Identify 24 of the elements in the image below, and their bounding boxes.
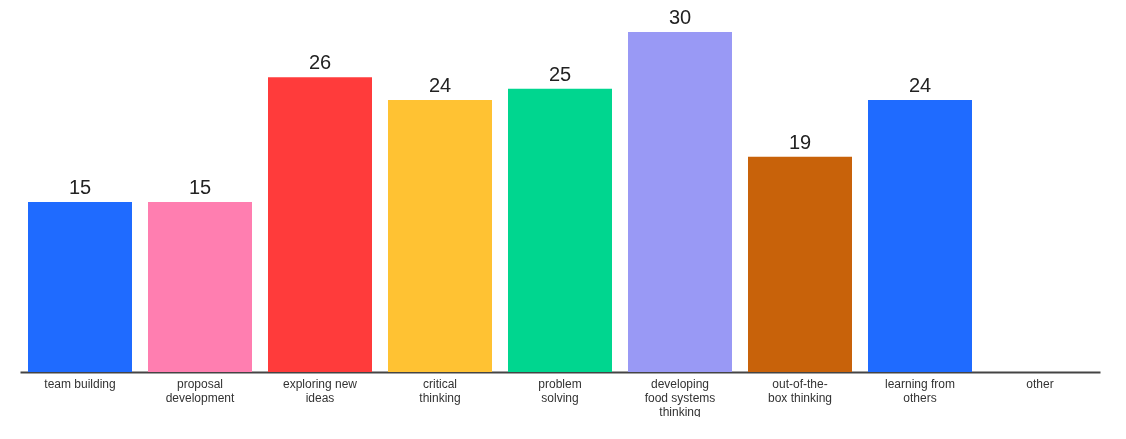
bar bbox=[28, 202, 132, 372]
x-tick-label: proposal development bbox=[165, 376, 236, 405]
x-tick-label: out-of-the-box thinking bbox=[767, 376, 833, 405]
bar bbox=[868, 100, 972, 372]
data-label: 25 bbox=[548, 62, 572, 85]
bar bbox=[388, 100, 492, 372]
bar bbox=[508, 88, 612, 372]
bar bbox=[748, 156, 852, 372]
data-label: 24 bbox=[908, 74, 932, 96]
bar bbox=[268, 77, 372, 372]
x-tick-label: learning from others bbox=[884, 376, 956, 405]
data-label: 15 bbox=[188, 176, 212, 198]
data-label: 19 bbox=[788, 130, 812, 153]
x-tick-label: exploring new ideas bbox=[282, 376, 358, 405]
x-tick-label: problem solving bbox=[538, 376, 582, 405]
x-tick-label: critical thinking bbox=[419, 376, 461, 405]
x-tick-label: other bbox=[1026, 376, 1054, 391]
data-label: 30 bbox=[668, 6, 692, 28]
data-label: 26 bbox=[308, 51, 332, 74]
bar bbox=[628, 32, 732, 372]
data-label: 15 bbox=[68, 176, 92, 198]
x-tick-label: team building bbox=[44, 376, 116, 391]
bar bbox=[148, 202, 252, 372]
data-label: 24 bbox=[428, 74, 452, 96]
